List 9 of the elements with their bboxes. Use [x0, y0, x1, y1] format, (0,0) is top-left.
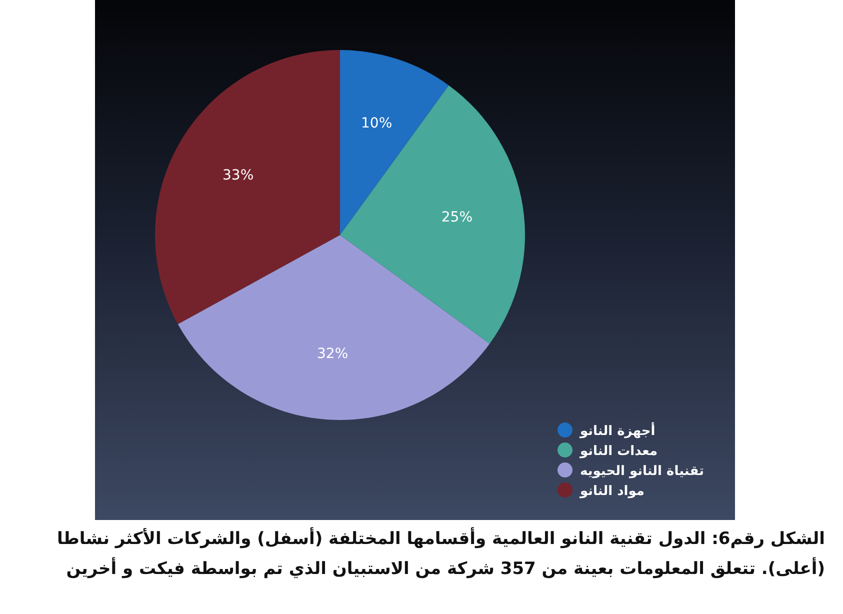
- legend-label: مواد النانو: [579, 484, 644, 499]
- text: الشكل رقم6: الدول تقنية النانو العالمية وأقسامها المختلفة (أسفل) والشركات الأكثر نشاطا (أعلى). تتعلق المعلومات بعينة من 357 شركة من الاستبيان الذي تم بواسطة فيكت و أخرين: [56, 526, 825, 581]
- data-label: 32%: [317, 346, 348, 362]
- data-label: 10%: [361, 115, 392, 132]
- legend-label: تقنياة النانو الحيويه: [580, 464, 704, 479]
- data-label: 25%: [441, 209, 473, 226]
- legend-label: معدات النانو: [579, 444, 658, 459]
- legend-label: أجهزة النانو: [579, 422, 656, 439]
- data-label: 33%: [222, 168, 254, 184]
